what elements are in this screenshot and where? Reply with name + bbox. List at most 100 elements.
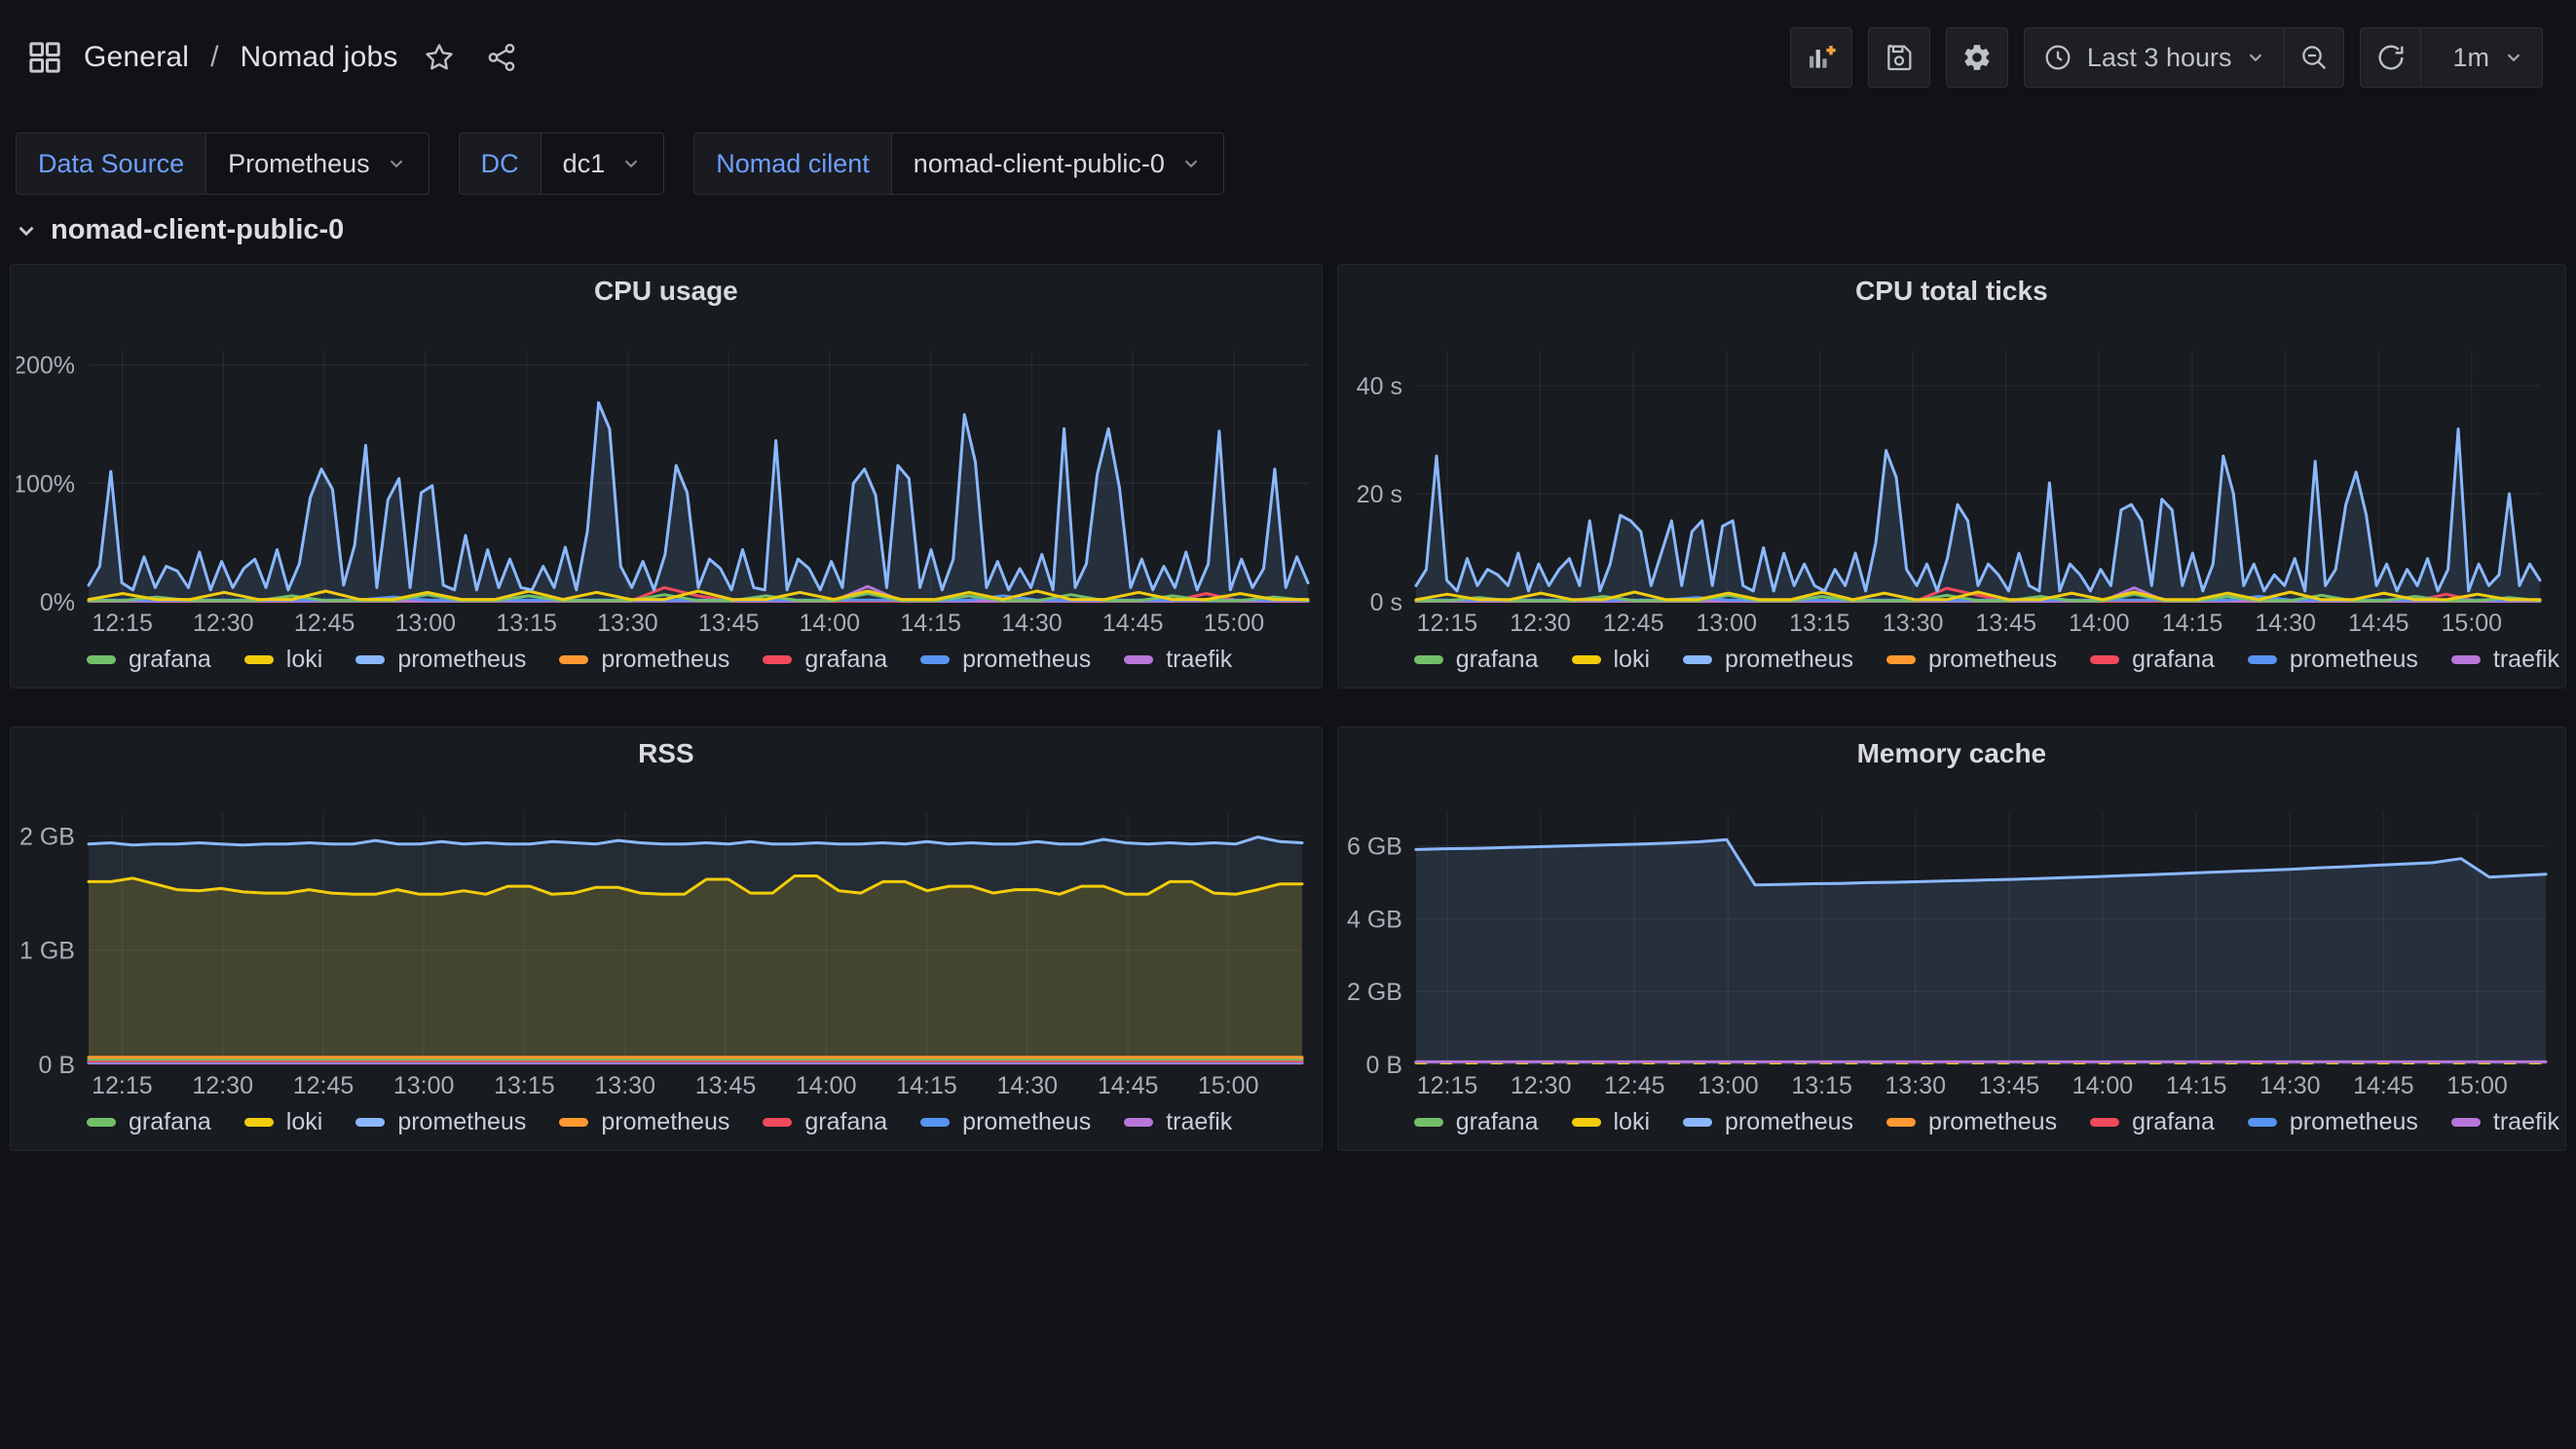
legend-item[interactable]: prometheus [1886, 1108, 2057, 1136]
legend-series-chip [1572, 1118, 1601, 1127]
breadcrumb-folder[interactable]: General [84, 41, 189, 74]
legend-item[interactable]: traefik [1124, 646, 1232, 674]
variable-label: Nomad cilent [693, 132, 891, 195]
legend-item[interactable]: grafana [1414, 646, 1539, 674]
panel-title[interactable]: CPU total ticks [1344, 269, 2559, 314]
panel-memory-cache: Memory cache 0 B2 GB4 GB6 GB12:1512:3012… [1337, 726, 2566, 1151]
time-range-picker[interactable]: Last 3 hours [2024, 27, 2285, 88]
share-button[interactable] [480, 36, 523, 79]
data-source-dropdown[interactable]: Prometheus [205, 132, 429, 195]
svg-text:12:30: 12:30 [1511, 1072, 1572, 1099]
legend-item[interactable]: traefik [2451, 646, 2559, 674]
panel-plot-3[interactable]: 0 B2 GB4 GB6 GB12:1512:3012:4513:0013:15… [1344, 776, 2559, 1099]
svg-text:14:00: 14:00 [2069, 610, 2130, 637]
legend-item[interactable]: traefik [1124, 1108, 1232, 1136]
refresh-button[interactable] [2360, 27, 2420, 88]
panel-cpu-total-ticks: CPU total ticks 0 s20 s40 s12:1512:3012:… [1337, 264, 2566, 688]
svg-text:14:30: 14:30 [1001, 610, 1063, 637]
legend-item[interactable]: grafana [87, 646, 211, 674]
legend-series-chip [1886, 1118, 1916, 1127]
legend-item[interactable]: grafana [763, 646, 887, 674]
legend-series-label: loki [1614, 1108, 1651, 1136]
legend-series-label: loki [286, 1108, 323, 1136]
svg-text:13:00: 13:00 [395, 610, 457, 637]
legend-series-chip [355, 655, 385, 664]
svg-text:1 GB: 1 GB [19, 938, 75, 965]
legend-series-chip [355, 1118, 385, 1127]
legend-item[interactable]: prometheus [2248, 646, 2418, 674]
legend-item[interactable]: prometheus [920, 1108, 1091, 1136]
panel-plot-2[interactable]: 0 B1 GB2 GB12:1512:3012:4513:0013:1513:3… [17, 776, 1316, 1099]
legend-series-label: prometheus [397, 646, 526, 674]
save-dashboard-button[interactable] [1868, 27, 1930, 88]
legend-item[interactable]: prometheus [1683, 1108, 1853, 1136]
legend-item[interactable]: prometheus [355, 646, 526, 674]
legend-series-chip [1683, 655, 1712, 664]
dashboard-settings-button[interactable] [1946, 27, 2008, 88]
svg-text:15:00: 15:00 [1198, 1072, 1259, 1099]
panel-title[interactable]: RSS [17, 731, 1316, 776]
svg-text:12:30: 12:30 [192, 1072, 253, 1099]
chevron-down-icon [14, 218, 39, 243]
panel-plot-1[interactable]: 0 s20 s40 s12:1512:3012:4513:0013:1513:3… [1344, 314, 2559, 637]
svg-text:14:45: 14:45 [1098, 1072, 1159, 1099]
dc-dropdown[interactable]: dc1 [541, 132, 665, 195]
panel-title[interactable]: Memory cache [1344, 731, 2559, 776]
panel-legend-3: grafana loki prometheus prometheus grafana pr… [1344, 1099, 2559, 1144]
svg-text:12:45: 12:45 [294, 610, 355, 637]
breadcrumb-page[interactable]: Nomad jobs [240, 41, 397, 74]
add-panel-button[interactable] [1790, 27, 1852, 88]
legend-series-chip [2248, 655, 2277, 664]
legend-series-chip [920, 1118, 950, 1127]
panel-plot-0[interactable]: 0%100%200%12:1512:3012:4513:0013:1513:30… [17, 314, 1316, 637]
legend-series-chip [920, 655, 950, 664]
panel-cpu-usage: CPU usage 0%100%200%12:1512:3012:4513:00… [10, 264, 1323, 688]
svg-text:4 GB: 4 GB [1347, 906, 1402, 933]
legend-item[interactable]: prometheus [1683, 646, 1853, 674]
legend-series-chip [244, 655, 274, 664]
legend-item[interactable]: loki [1572, 646, 1651, 674]
legend-series-label: prometheus [601, 646, 729, 674]
legend-item[interactable]: prometheus [559, 646, 729, 674]
save-icon [1884, 42, 1915, 73]
legend-item[interactable]: prometheus [2248, 1108, 2418, 1136]
legend-item[interactable]: grafana [763, 1108, 887, 1136]
refresh-interval-dropdown[interactable]: 1m [2420, 27, 2543, 88]
legend-item[interactable]: loki [244, 1108, 323, 1136]
svg-text:12:15: 12:15 [1416, 610, 1477, 637]
legend-item[interactable]: loki [244, 646, 323, 674]
svg-text:12:45: 12:45 [1603, 610, 1664, 637]
legend-item[interactable]: traefik [2451, 1108, 2559, 1136]
legend-item[interactable]: prometheus [355, 1108, 526, 1136]
legend-item[interactable]: grafana [87, 1108, 211, 1136]
legend-series-label: prometheus [1725, 646, 1853, 674]
legend-series-label: prometheus [397, 1108, 526, 1136]
zoom-out-button[interactable] [2284, 27, 2344, 88]
legend-item[interactable]: grafana [2090, 646, 2215, 674]
chevron-down-icon [2503, 47, 2524, 68]
legend-series-label: prometheus [1725, 1108, 1853, 1136]
svg-text:14:15: 14:15 [900, 610, 961, 637]
svg-text:13:30: 13:30 [1885, 1072, 1946, 1099]
legend-item[interactable]: loki [1572, 1108, 1651, 1136]
svg-text:6 GB: 6 GB [1347, 834, 1402, 861]
nomad-client-dropdown[interactable]: nomad-client-public-0 [891, 132, 1224, 195]
share-icon [485, 41, 518, 74]
svg-text:100%: 100% [17, 470, 75, 498]
toolbar: Last 3 hours 1m [1790, 27, 2543, 88]
legend-item[interactable]: prometheus [920, 646, 1091, 674]
legend-series-chip [559, 1118, 588, 1127]
dashboard-row-toggle[interactable]: nomad-client-public-0 [0, 199, 2576, 260]
svg-text:12:45: 12:45 [293, 1072, 355, 1099]
star-button[interactable] [418, 36, 461, 79]
legend-item[interactable]: grafana [2090, 1108, 2215, 1136]
legend-series-chip [1886, 655, 1916, 664]
legend-item[interactable]: grafana [1414, 1108, 1539, 1136]
svg-text:12:15: 12:15 [92, 610, 153, 637]
apps-grid-icon[interactable] [25, 38, 64, 77]
legend-item[interactable]: prometheus [1886, 646, 2057, 674]
panel-title[interactable]: CPU usage [17, 269, 1316, 314]
legend-series-chip [763, 1118, 792, 1127]
legend-item[interactable]: prometheus [559, 1108, 729, 1136]
refresh-controls: 1m [2360, 27, 2543, 88]
